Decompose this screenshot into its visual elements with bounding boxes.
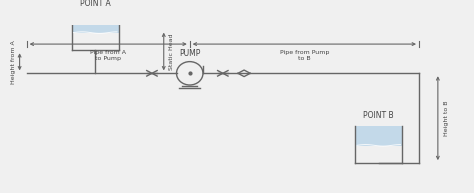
Text: Pipe from A
to Pump: Pipe from A to Pump <box>90 50 126 61</box>
Text: POINT B: POINT B <box>364 112 394 120</box>
Text: PUMP: PUMP <box>179 49 201 58</box>
Polygon shape <box>72 13 119 33</box>
Text: Height from A: Height from A <box>11 40 17 84</box>
Polygon shape <box>355 125 402 146</box>
Text: Pipe from Pump
to B: Pipe from Pump to B <box>280 50 329 61</box>
Text: Static Head: Static Head <box>169 33 174 70</box>
Text: POINT A: POINT A <box>80 0 110 8</box>
Text: Height to B: Height to B <box>444 100 448 136</box>
